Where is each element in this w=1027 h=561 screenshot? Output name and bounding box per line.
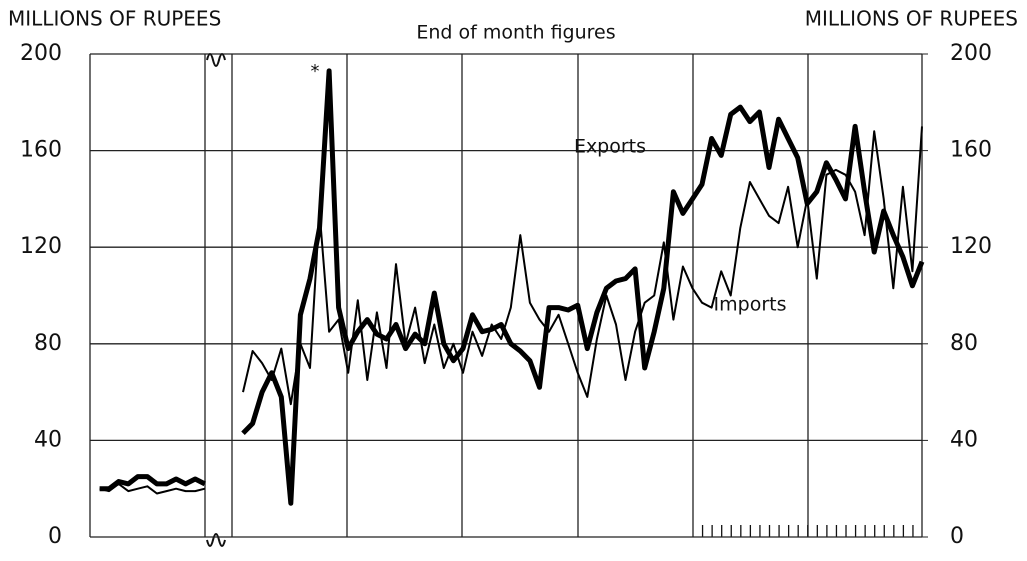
y-tick-label: 160 (20, 138, 62, 163)
y2-tick-label: 120 (950, 234, 992, 259)
y2-tick-label: 160 (950, 138, 992, 163)
frame (89, 53, 923, 547)
series-line (99, 68, 925, 506)
chart-title: End of month figures (416, 22, 615, 44)
y-tick-label: 120 (20, 234, 62, 259)
y2-tick-label: 0 (950, 524, 964, 549)
y-tick-label: 80 (34, 331, 62, 356)
y-tick-label: 200 (20, 41, 62, 66)
series-line (99, 126, 923, 495)
y2-tick-label: 200 (950, 41, 992, 66)
series-label: Exports (574, 136, 646, 158)
y2-axis-label: MILLIONS OF RUPEES (805, 7, 1018, 31)
y-tick-label: 0 (48, 524, 62, 549)
y2-tick-label: 80 (950, 331, 978, 356)
annotation: * (311, 61, 320, 82)
y-axis-label: MILLIONS OF RUPEES (8, 7, 221, 31)
axis-break (206, 53, 226, 547)
month-ticks (701, 525, 914, 537)
y-tick-label: 40 (34, 427, 62, 452)
y2-tick-label: 40 (950, 427, 978, 452)
series-label: Imports (714, 294, 787, 316)
